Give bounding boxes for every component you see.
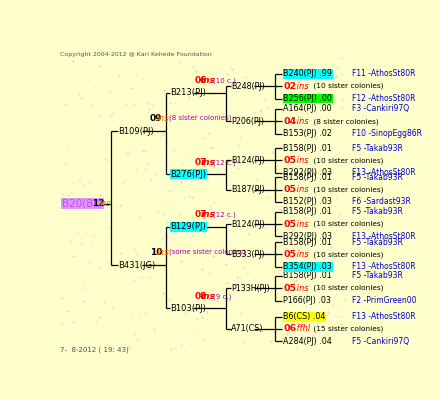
Text: (10 sister colonies): (10 sister colonies) bbox=[312, 83, 384, 90]
Text: 06: 06 bbox=[283, 324, 297, 333]
Text: ins: ins bbox=[294, 284, 308, 293]
Text: (8 sister colonies): (8 sister colonies) bbox=[312, 118, 379, 124]
Text: 05: 05 bbox=[283, 250, 297, 259]
Text: ins: ins bbox=[294, 82, 308, 91]
Text: B292(PJ) .03: B292(PJ) .03 bbox=[283, 168, 333, 177]
Text: (10 sister colonies): (10 sister colonies) bbox=[312, 221, 384, 228]
Text: ins: ins bbox=[201, 76, 216, 86]
Text: ins: ins bbox=[99, 199, 112, 208]
Text: B240(PJ) .99: B240(PJ) .99 bbox=[283, 69, 333, 78]
Text: 08: 08 bbox=[194, 292, 206, 301]
Text: F2 -PrimGreen00: F2 -PrimGreen00 bbox=[352, 296, 416, 305]
Text: B187(PJ): B187(PJ) bbox=[231, 185, 265, 194]
Text: (12 c.): (12 c.) bbox=[213, 159, 235, 166]
Text: B153(PJ) .02: B153(PJ) .02 bbox=[283, 129, 332, 138]
Text: 05: 05 bbox=[283, 156, 297, 165]
Text: F13 -AthosSt80R: F13 -AthosSt80R bbox=[352, 168, 415, 177]
Text: B103(PJ): B103(PJ) bbox=[170, 304, 206, 313]
Text: F13 -AthosSt80R: F13 -AthosSt80R bbox=[352, 232, 415, 241]
Text: 10: 10 bbox=[150, 248, 162, 257]
Text: ins: ins bbox=[201, 210, 216, 220]
Text: P166(PJ) .03: P166(PJ) .03 bbox=[283, 296, 331, 305]
Text: B129(PJ): B129(PJ) bbox=[170, 222, 206, 231]
Text: (10 sister colonies): (10 sister colonies) bbox=[312, 251, 384, 258]
Text: ins: ins bbox=[294, 156, 308, 165]
Text: (9 c.): (9 c.) bbox=[213, 293, 231, 300]
Text: (10 c.): (10 c.) bbox=[213, 78, 235, 84]
Text: 09: 09 bbox=[150, 114, 162, 123]
Text: F5 -Takab93R: F5 -Takab93R bbox=[352, 238, 403, 246]
Text: ins: ins bbox=[157, 114, 169, 123]
Text: B109(PJ): B109(PJ) bbox=[118, 127, 154, 136]
Text: ins: ins bbox=[201, 292, 216, 301]
Text: B158(PJ) .01: B158(PJ) .01 bbox=[283, 173, 332, 182]
Text: ffhl: ffhl bbox=[294, 324, 310, 333]
Text: (15 sister colonies): (15 sister colonies) bbox=[312, 326, 384, 332]
Text: (8 sister colonies): (8 sister colonies) bbox=[169, 115, 231, 122]
Text: A71(CS): A71(CS) bbox=[231, 324, 264, 333]
Text: Copyright 2004-2012 @ Karl Kehede Foundation: Copyright 2004-2012 @ Karl Kehede Founda… bbox=[60, 52, 212, 57]
Text: B124(PJ): B124(PJ) bbox=[231, 156, 265, 165]
Text: F12 -AthosSt80R: F12 -AthosSt80R bbox=[352, 94, 415, 103]
Text: B333(PJ): B333(PJ) bbox=[231, 250, 265, 259]
Text: F13 -AthosSt80R: F13 -AthosSt80R bbox=[352, 312, 415, 321]
Text: P133H(PJ): P133H(PJ) bbox=[231, 284, 270, 293]
Text: F10 -SinopEgg86R: F10 -SinopEgg86R bbox=[352, 129, 422, 138]
Text: B256(PJ) .00: B256(PJ) .00 bbox=[283, 94, 332, 103]
Text: B431(JG): B431(JG) bbox=[118, 261, 155, 270]
Text: (10 sister colonies): (10 sister colonies) bbox=[312, 186, 384, 193]
Text: 02: 02 bbox=[283, 82, 297, 91]
Text: F3 -Cankiri97Q: F3 -Cankiri97Q bbox=[352, 104, 409, 114]
Text: 7-  8-2012 ( 19: 43): 7- 8-2012 ( 19: 43) bbox=[60, 346, 129, 353]
Text: 06: 06 bbox=[194, 76, 206, 86]
Text: B124(PJ): B124(PJ) bbox=[231, 220, 265, 229]
Text: F6 -Sardast93R: F6 -Sardast93R bbox=[352, 198, 411, 206]
Text: ins: ins bbox=[294, 250, 308, 259]
Text: 07: 07 bbox=[194, 210, 207, 220]
Text: B20(BL): B20(BL) bbox=[62, 198, 103, 208]
Text: F5 -Takab93R: F5 -Takab93R bbox=[352, 144, 403, 152]
Text: 12: 12 bbox=[92, 199, 104, 208]
Text: ins: ins bbox=[294, 185, 308, 194]
Text: F13 -AthosSt80R: F13 -AthosSt80R bbox=[352, 262, 415, 271]
Text: (12 c.): (12 c.) bbox=[213, 212, 235, 218]
Text: F5 -Takab93R: F5 -Takab93R bbox=[352, 272, 403, 280]
Text: ins: ins bbox=[294, 220, 308, 229]
Text: A164(PJ) .00: A164(PJ) .00 bbox=[283, 104, 332, 114]
Text: F5 -Takab93R: F5 -Takab93R bbox=[352, 173, 403, 182]
Text: P206(PJ): P206(PJ) bbox=[231, 117, 264, 126]
Text: B276(PJ): B276(PJ) bbox=[170, 170, 206, 179]
Text: ins: ins bbox=[294, 117, 308, 126]
Text: B158(PJ) .01: B158(PJ) .01 bbox=[283, 272, 332, 280]
Text: B292(PJ) .03: B292(PJ) .03 bbox=[283, 232, 333, 241]
Text: F11 -AthosSt80R: F11 -AthosSt80R bbox=[352, 69, 415, 78]
Text: B152(PJ) .03: B152(PJ) .03 bbox=[283, 198, 332, 206]
Text: (10 sister colonies): (10 sister colonies) bbox=[312, 157, 384, 164]
Text: 07: 07 bbox=[194, 158, 207, 167]
Text: B213(PJ): B213(PJ) bbox=[170, 88, 206, 97]
Text: (10 sister colonies): (10 sister colonies) bbox=[312, 285, 384, 292]
Text: ins: ins bbox=[201, 158, 216, 167]
Text: F5 -Cankiri97Q: F5 -Cankiri97Q bbox=[352, 337, 409, 346]
Text: B248(PJ): B248(PJ) bbox=[231, 82, 265, 91]
Text: B158(PJ) .01: B158(PJ) .01 bbox=[283, 144, 332, 152]
Text: F5 -Takab93R: F5 -Takab93R bbox=[352, 207, 403, 216]
Text: ins: ins bbox=[157, 248, 169, 257]
Text: 05: 05 bbox=[283, 185, 297, 194]
Text: (some sister colonies): (some sister colonies) bbox=[169, 249, 246, 256]
Text: B6(CS) .04: B6(CS) .04 bbox=[283, 312, 326, 321]
Text: B158(PJ) .01: B158(PJ) .01 bbox=[283, 238, 332, 246]
Text: 05: 05 bbox=[283, 284, 297, 293]
Text: A284(PJ) .04: A284(PJ) .04 bbox=[283, 337, 332, 346]
Text: 05: 05 bbox=[283, 220, 297, 229]
Text: 04: 04 bbox=[283, 117, 297, 126]
Text: B354(PJ) .03: B354(PJ) .03 bbox=[283, 262, 332, 271]
Text: B158(PJ) .01: B158(PJ) .01 bbox=[283, 207, 332, 216]
